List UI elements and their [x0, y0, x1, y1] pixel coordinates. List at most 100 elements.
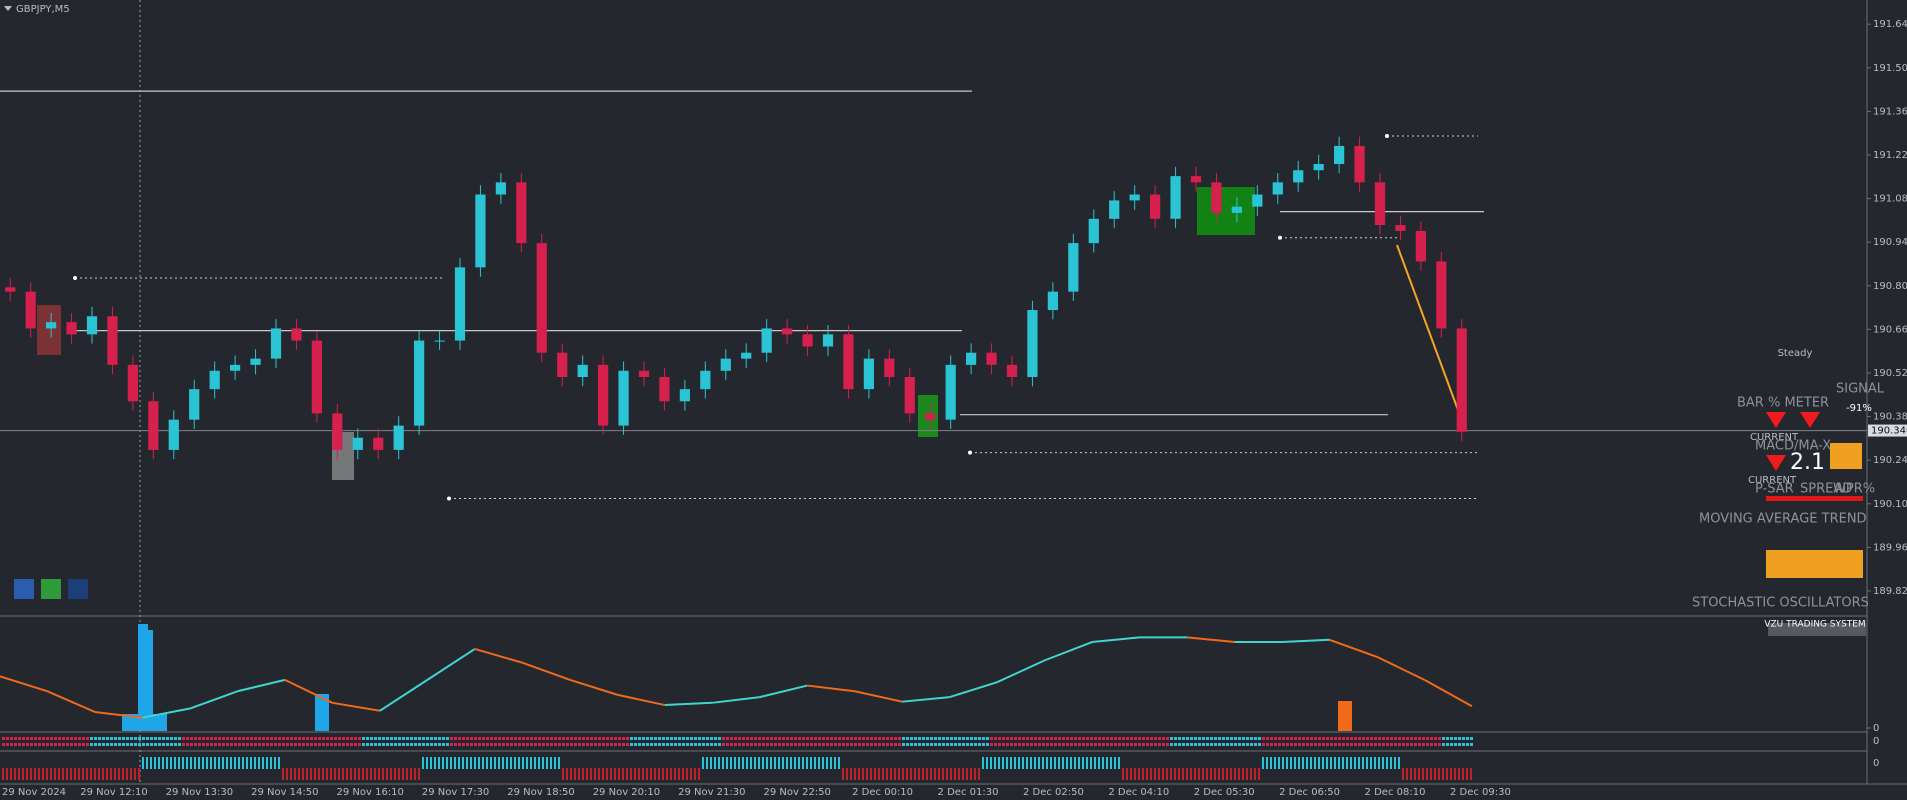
- strip-dot: [1366, 743, 1369, 746]
- strip-bar: [14, 768, 16, 780]
- strip-dot: [170, 743, 173, 746]
- strip-dot: [86, 737, 89, 740]
- strip-bar: [486, 757, 488, 769]
- strip-dot: [534, 737, 537, 740]
- strip-dot: [178, 743, 181, 746]
- strip-dot: [394, 737, 397, 740]
- strip-dot: [778, 737, 781, 740]
- strip-dot: [34, 743, 37, 746]
- strip-dot: [742, 737, 745, 740]
- strip-bar: [790, 757, 792, 769]
- strip-bar: [578, 768, 580, 780]
- strip-dot: [862, 737, 865, 740]
- strip-dot: [1318, 737, 1321, 740]
- strip-bar: [966, 768, 968, 780]
- strip-bar: [1078, 757, 1080, 769]
- meter: [1830, 443, 1862, 469]
- strip-dot: [1302, 737, 1305, 740]
- strip-dot: [1190, 737, 1193, 740]
- strip-dot: [1466, 737, 1469, 740]
- strip-dot: [1382, 743, 1385, 746]
- strip-dot: [1062, 737, 1065, 740]
- strip-dot: [1306, 743, 1309, 746]
- strip-dot: [1458, 743, 1461, 746]
- strip-dot: [426, 743, 429, 746]
- candle-body: [1395, 225, 1406, 231]
- strip-dot: [90, 743, 93, 746]
- strip-bar: [490, 757, 492, 769]
- strip-dot: [1254, 743, 1257, 746]
- strip-bar: [178, 757, 180, 769]
- strip-dot: [1274, 737, 1277, 740]
- menu-arrow[interactable]: [4, 6, 12, 11]
- strip-dot: [1434, 743, 1437, 746]
- strip-bar: [1270, 757, 1272, 769]
- strip-bar: [654, 768, 656, 780]
- strip-dot: [66, 743, 69, 746]
- strip-dot: [470, 737, 473, 740]
- strip-bar: [638, 768, 640, 780]
- strip-dot: [1394, 743, 1397, 746]
- strip-dot: [26, 737, 29, 740]
- strip-bar: [1122, 768, 1124, 780]
- strip-dot: [1258, 737, 1261, 740]
- strip-bar: [882, 768, 884, 780]
- label: STOCHASTIC OSCILLATORS: [1692, 596, 1869, 611]
- strip-dot: [6, 737, 9, 740]
- strip-dot: [218, 737, 221, 740]
- strip-bar: [6, 768, 8, 780]
- strip-dot: [254, 743, 257, 746]
- strip-dot: [394, 743, 397, 746]
- candle-body: [332, 413, 343, 450]
- strip-dot: [1050, 743, 1053, 746]
- system-name: VZU TRADING SYSTEM: [1764, 620, 1865, 630]
- strip-dot: [478, 743, 481, 746]
- strip-bar: [30, 768, 32, 780]
- strip-dot: [514, 737, 517, 740]
- label: CURRENT: [1748, 475, 1797, 486]
- strip-dot: [1118, 743, 1121, 746]
- strip-dot: [538, 743, 541, 746]
- strip-dot: [1050, 737, 1053, 740]
- candle-body: [986, 352, 997, 365]
- strip-dot: [258, 743, 261, 746]
- strip-bar: [1070, 757, 1072, 769]
- strip-dot: [850, 737, 853, 740]
- strip-bar: [390, 768, 392, 780]
- level-dot: [1278, 235, 1282, 240]
- strip-bar: [290, 768, 292, 780]
- candle-body: [822, 334, 834, 347]
- strip-dot: [838, 737, 841, 740]
- strip-dot: [1218, 743, 1221, 746]
- strip-bar: [266, 757, 268, 769]
- strip-bar: [1150, 768, 1152, 780]
- x-tick-label: 29 Nov 14:50: [251, 787, 318, 798]
- strip-bar: [610, 768, 612, 780]
- tool-button[interactable]: [41, 579, 61, 599]
- badge: [1768, 623, 1866, 636]
- strip-bar: [1234, 768, 1236, 780]
- strip-bar: [1326, 757, 1328, 769]
- strip-dot: [1446, 737, 1449, 740]
- strip-dot: [1046, 743, 1049, 746]
- strip-dot: [970, 737, 973, 740]
- strip-dot: [630, 743, 633, 746]
- strip-dot: [894, 737, 897, 740]
- strip-dot: [1410, 737, 1413, 740]
- tool-button[interactable]: [68, 579, 88, 599]
- tool-button[interactable]: [14, 579, 34, 599]
- strip-dot: [270, 737, 273, 740]
- strip-dot: [286, 737, 289, 740]
- strip-bar: [338, 768, 340, 780]
- strip-dot: [1322, 743, 1325, 746]
- strip-dot: [966, 737, 969, 740]
- strip-dot: [1110, 737, 1113, 740]
- candle-body: [127, 364, 138, 402]
- signal-arrow: [1800, 412, 1820, 428]
- level-dot: [447, 496, 451, 501]
- strip-bar: [970, 768, 972, 780]
- strip-dot: [650, 737, 653, 740]
- strip-dot: [358, 737, 361, 740]
- strip-dot: [1078, 737, 1081, 740]
